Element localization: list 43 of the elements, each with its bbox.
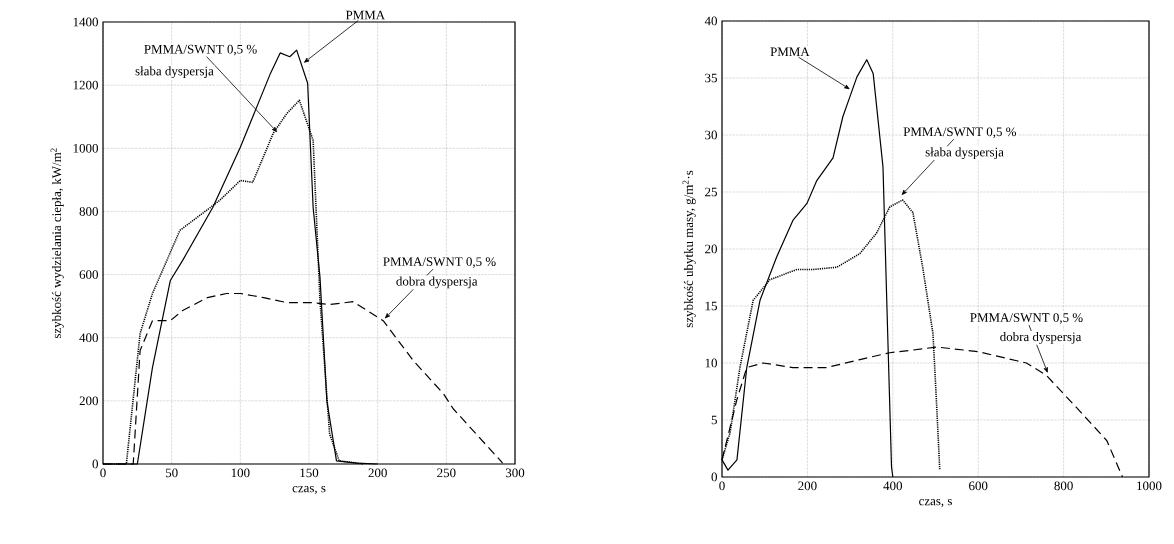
- y-tick-label: 1000: [73, 143, 98, 153]
- y-tick-label: 800: [79, 207, 98, 216]
- annotation: słaba dyspersja: [135, 66, 214, 79]
- y-tick-label: 200: [79, 396, 98, 406]
- x-tick-label: 0: [719, 481, 725, 491]
- x-tick-label: 200: [368, 468, 387, 478]
- y-tick-label: 30: [705, 130, 717, 140]
- y-tick-label: 400: [79, 333, 98, 343]
- annotation: PMMA: [345, 10, 386, 20]
- x-tick-label: 200: [798, 481, 817, 491]
- annotation: dobra dyspersja: [1000, 332, 1082, 344]
- y-tick-label: 10: [705, 358, 717, 368]
- annotation: PMMA/SWNT 0,5 %: [383, 257, 496, 268]
- y-tick-label: 1400: [73, 17, 98, 27]
- y-tick-label: 5: [711, 415, 717, 425]
- x-tick-label: 100: [231, 468, 250, 478]
- annotation: słaba dyspersja: [925, 147, 1004, 160]
- y-tick-label: 1200: [73, 80, 98, 90]
- annotation: dobra dyspersja: [396, 276, 478, 289]
- y-tick-label: 25: [705, 187, 717, 197]
- annotation: PMMA/SWNT 0,5 %: [144, 44, 257, 56]
- y-axis-title: szybkość ubytku masy, g/m$^{2}$·s: [682, 170, 696, 328]
- x-tick-label: 1000: [1137, 481, 1162, 491]
- y-tick-label: 0: [92, 459, 98, 469]
- x-axis-title: czas, s: [292, 486, 326, 495]
- annotation: PMMA/SWNT 0,5 %: [970, 313, 1083, 324]
- x-tick-label: 400: [883, 481, 903, 491]
- y-tick-label: 600: [79, 270, 98, 279]
- y-axis-title: szybkość wydzielania ciepła, kW/m$^{2}$: [50, 148, 64, 339]
- x-tick-label: 150: [300, 468, 319, 478]
- y-tick-label: 40: [704, 16, 717, 26]
- y-tick-label: 20: [705, 244, 717, 254]
- annotation: PMMA/SWNT 0,5 %: [903, 127, 1017, 139]
- y-tick-label: 35: [705, 73, 717, 83]
- x-tick-label: 300: [505, 468, 525, 478]
- x-axis-title: czas, s: [919, 499, 952, 508]
- x-tick-label: 250: [437, 468, 456, 478]
- annotation: PMMA: [770, 47, 810, 57]
- x-tick-label: 0: [100, 468, 106, 478]
- y-tick-label: 15: [705, 301, 717, 311]
- x-tick-label: 800: [1054, 481, 1073, 491]
- x-tick-label: 600: [969, 481, 988, 491]
- x-tick-label: 50: [165, 468, 178, 478]
